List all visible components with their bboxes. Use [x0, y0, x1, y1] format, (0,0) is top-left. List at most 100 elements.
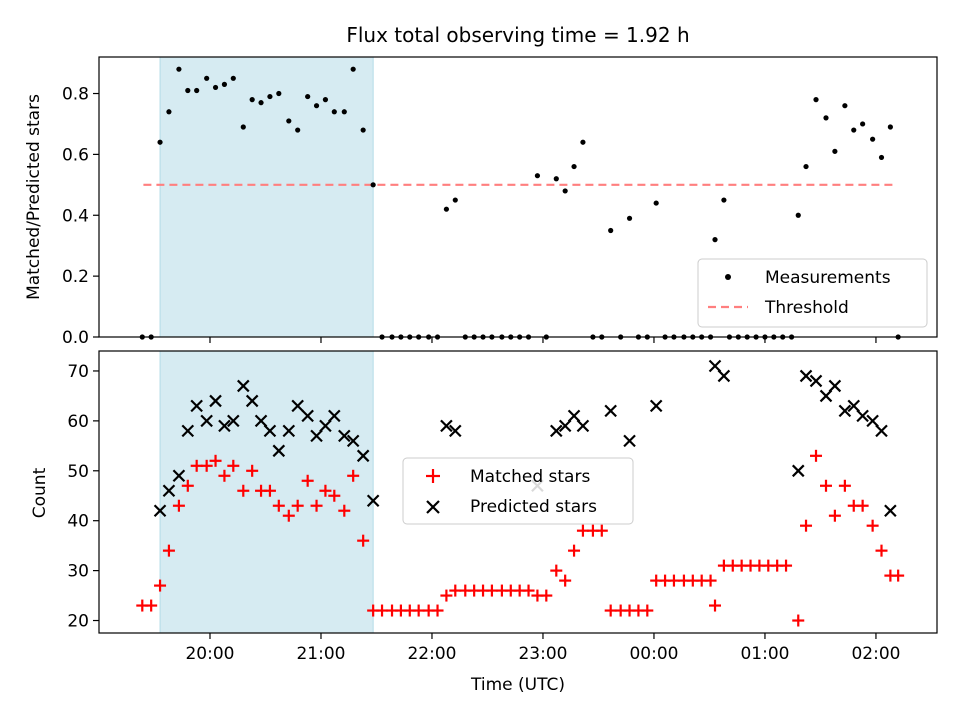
matched-star-point — [200, 459, 213, 472]
measurement-point — [608, 227, 614, 234]
measurement-point — [313, 103, 320, 109]
matched-star-point — [440, 589, 453, 602]
predicted-star-point — [866, 414, 879, 428]
count-plot-frame — [98, 350, 938, 634]
ratio-y-tick-label: 0.6 — [62, 145, 89, 165]
predicted-star-point — [272, 444, 286, 458]
time-x-tick-label: 01:00 — [740, 644, 789, 664]
matched-star-point — [218, 469, 231, 482]
time-x-tick-label: 00:00 — [629, 644, 678, 664]
predicted-star-stroke — [209, 394, 222, 408]
predicted-star-stroke — [649, 399, 663, 413]
measurement-point — [813, 97, 819, 103]
count-legend-box — [402, 457, 634, 525]
time-x-tick-label: 23:00 — [518, 644, 567, 664]
predicted-star-stroke — [319, 419, 332, 433]
legend-predicted-label: Predicted stars — [470, 497, 597, 517]
count-panel: 20 30 40 50 60 70 20:00 21:00 22:00 23:00 00:00 01:… — [30, 350, 938, 695]
predicted-star-stroke — [567, 409, 581, 423]
time-x-tick-label: 02:00 — [851, 644, 900, 664]
predicted-star-stroke — [847, 399, 861, 413]
predicted-star-point — [649, 399, 663, 413]
ratio-plot-frame — [98, 56, 938, 338]
measurement-point — [571, 163, 577, 170]
predicted-star-point — [282, 424, 296, 438]
matched-star-point — [227, 459, 240, 472]
matched-star-point — [568, 544, 581, 557]
count-axis-ticks: 20 30 40 50 60 70 20:00 21:00 22:00 23:00 00:00 01:… — [67, 362, 900, 664]
measurement-point — [249, 97, 255, 103]
predicted-star-point — [319, 419, 332, 433]
measurement-point — [823, 115, 829, 121]
measurement-point — [795, 212, 801, 218]
predicted-star-point — [717, 369, 731, 383]
predicted-star-stroke — [162, 484, 176, 498]
measurement-point — [341, 109, 347, 115]
predicted-star-stroke — [604, 404, 617, 418]
ratio-axis-ticks: 0.0 0.2 0.4 0.6 0.8 — [62, 85, 877, 348]
measurement-point — [370, 182, 376, 188]
matched-star-point — [522, 584, 535, 597]
predicted-star-stroke — [282, 424, 296, 438]
matched-star-point — [357, 534, 370, 547]
ratio-y-tick-label: 0.4 — [62, 206, 89, 226]
predicted-star-point — [708, 359, 722, 373]
matched-star-point — [866, 519, 879, 532]
predicted-star-point — [576, 419, 590, 433]
matched-star-point — [892, 569, 905, 582]
predicted-star-point — [172, 469, 186, 483]
predicted-star-stroke — [328, 409, 341, 423]
predicted-star-stroke — [237, 379, 250, 393]
predicted-star-stroke — [263, 424, 277, 438]
count-y-tick-label: 30 — [67, 562, 89, 582]
matched-star-point — [328, 489, 341, 502]
measurement-point — [842, 103, 848, 109]
ratio-y-tick-label: 0.0 — [62, 328, 89, 348]
predicted-star-point — [847, 399, 861, 413]
measurement-point — [887, 124, 893, 130]
predicted-star-stroke — [717, 369, 731, 383]
matched-star-point — [209, 454, 222, 467]
predicted-star-stroke — [884, 504, 897, 517]
matched-star-point — [856, 499, 869, 512]
predicted-star-point — [809, 374, 823, 388]
predicted-star-point — [550, 424, 563, 438]
matched-star-point — [237, 484, 250, 497]
predicted-star-point — [218, 419, 231, 433]
predicted-star-stroke — [856, 409, 869, 423]
matched-star-point — [272, 499, 285, 512]
predicted-star-stroke — [440, 419, 453, 433]
predicted-star-stroke — [190, 399, 203, 413]
predicted-star-point — [254, 414, 268, 428]
measurement-point — [350, 66, 356, 72]
legend-threshold-label: Threshold — [764, 298, 849, 318]
measurement-point — [322, 97, 329, 103]
matched-star-point — [181, 479, 194, 492]
measurement-point — [626, 215, 633, 221]
measurement-point — [851, 127, 857, 133]
matched-star-point — [828, 509, 841, 522]
matched-star-point — [246, 464, 259, 477]
observing-window-band — [159, 350, 374, 634]
count-y-tick-label: 60 — [67, 412, 89, 432]
predicted-stars-points — [153, 359, 897, 517]
predicted-star-point — [245, 394, 259, 408]
predicted-star-point — [791, 464, 805, 478]
chart-title: Flux total observing time = 1.92 h — [346, 23, 689, 47]
predicted-star-stroke — [838, 404, 852, 418]
predicted-star-stroke — [346, 434, 360, 448]
predicted-star-stroke — [828, 379, 842, 393]
ratio-y-axis-label: Matched/Predicted stars — [24, 94, 44, 300]
measurement-point — [240, 124, 246, 130]
matched-star-point — [595, 524, 608, 537]
predicted-star-point — [310, 429, 323, 443]
matched-legend-marker — [426, 469, 440, 483]
predicted-star-stroke — [338, 429, 351, 443]
observing-window-shade — [159, 56, 374, 338]
predicted-star-stroke — [254, 414, 268, 428]
measurement-point — [653, 200, 659, 206]
matched-star-point — [820, 479, 833, 492]
measurement-point — [832, 148, 838, 154]
matched-star-point — [810, 449, 823, 462]
